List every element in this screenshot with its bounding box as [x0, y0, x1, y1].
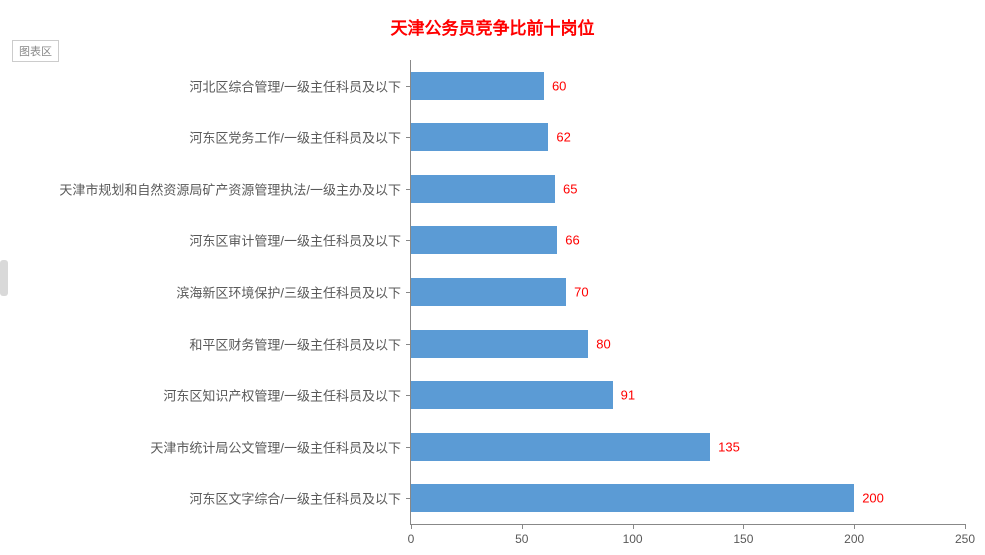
x-tick — [965, 524, 966, 529]
category-label: 和平区财务管理/一级主任科员及以下 — [189, 334, 411, 353]
value-label: 62 — [548, 130, 570, 145]
chart-area-tag: 图表区 — [12, 40, 59, 62]
x-tick — [411, 524, 412, 529]
x-tick — [633, 524, 634, 529]
value-label: 135 — [710, 439, 740, 454]
category-label: 天津市规划和自然资源局矿产资源管理执法/一级主办及以下 — [59, 179, 411, 198]
bar — [411, 433, 710, 461]
x-tick — [522, 524, 523, 529]
bar — [411, 278, 566, 306]
category-label: 河东区审计管理/一级主任科员及以下 — [189, 231, 411, 250]
x-tick — [854, 524, 855, 529]
bar — [411, 72, 544, 100]
value-label: 70 — [566, 285, 588, 300]
chart-title: 天津公务员竞争比前十岗位 — [0, 14, 985, 39]
bar — [411, 381, 613, 409]
value-label: 91 — [613, 388, 635, 403]
value-label: 65 — [555, 181, 577, 196]
bar — [411, 484, 854, 512]
category-label: 河东区党务工作/一级主任科员及以下 — [189, 128, 411, 147]
bar — [411, 175, 555, 203]
x-tick-label: 100 — [623, 532, 643, 546]
chart-container: 天津公务员竞争比前十岗位 图表区 050100150200250河北区综合管理/… — [0, 0, 985, 555]
bar — [411, 123, 548, 151]
x-tick — [743, 524, 744, 529]
category-label: 天津市统计局公文管理/一级主任科员及以下 — [150, 437, 411, 456]
value-label: 200 — [854, 491, 884, 506]
category-label: 河东区知识产权管理/一级主任科员及以下 — [163, 386, 411, 405]
x-tick-label: 50 — [515, 532, 528, 546]
x-tick-label: 150 — [733, 532, 753, 546]
value-label: 60 — [544, 78, 566, 93]
bar — [411, 330, 588, 358]
value-label: 80 — [588, 336, 610, 351]
x-tick-label: 250 — [955, 532, 975, 546]
category-label: 河北区综合管理/一级主任科员及以下 — [189, 76, 411, 95]
value-label: 66 — [557, 233, 579, 248]
x-tick-label: 200 — [844, 532, 864, 546]
bar — [411, 226, 557, 254]
plot-area: 050100150200250河北区综合管理/一级主任科员及以下60河东区党务工… — [410, 60, 965, 525]
scrollbar-stub — [0, 260, 8, 296]
category-label: 河东区文字综合/一级主任科员及以下 — [189, 489, 411, 508]
category-label: 滨海新区环境保护/三级主任科员及以下 — [176, 283, 411, 302]
x-tick-label: 0 — [408, 532, 415, 546]
